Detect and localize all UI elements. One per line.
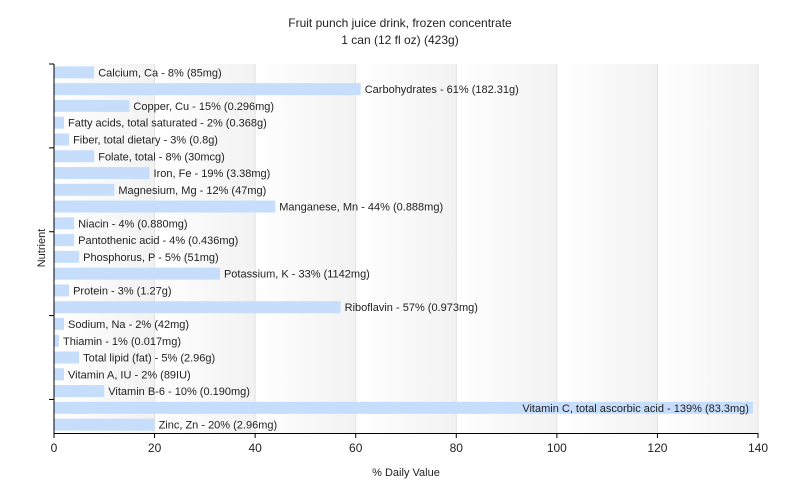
bar xyxy=(54,317,65,330)
bar xyxy=(54,183,115,196)
bar xyxy=(54,200,276,213)
bar-label: Fatty acids, total saturated - 2% (0.368… xyxy=(68,118,267,130)
plot-area xyxy=(54,64,758,433)
bar-label: Pantothenic acid - 4% (0.436mg) xyxy=(78,235,238,247)
bar-label: Vitamin A, IU - 2% (89IU) xyxy=(68,369,191,381)
bar-label: Riboflavin - 57% (0.973mg) xyxy=(345,302,478,314)
bar-label: Thiamin - 1% (0.017mg) xyxy=(63,336,181,348)
bar-label: Zinc, Zn - 20% (2.96mg) xyxy=(159,420,278,432)
y-axis-title: Nutrient xyxy=(36,229,48,268)
bar-label: Copper, Cu - 15% (0.296mg) xyxy=(133,101,274,113)
bar-label: Total lipid (fat) - 5% (2.96g) xyxy=(83,353,215,365)
bar xyxy=(54,385,105,398)
x-tick-label: 100 xyxy=(547,441,567,455)
plot-band xyxy=(556,64,658,433)
plot-band xyxy=(456,64,557,433)
bar-label: Carbohydrates - 61% (182.31g) xyxy=(365,84,519,96)
chart-subtitle: 1 can (12 fl oz) (423g) xyxy=(341,33,458,47)
plot-band xyxy=(54,64,155,433)
bar xyxy=(54,83,361,96)
chart-title: Fruit punch juice drink, frozen concentr… xyxy=(288,16,512,30)
plot-band xyxy=(657,64,758,433)
bar xyxy=(54,250,80,263)
bar-label: Vitamin C, total ascorbic acid - 139% (8… xyxy=(522,403,749,415)
plot-band xyxy=(255,64,356,433)
bar-label: Protein - 3% (1.27g) xyxy=(73,285,171,297)
bar-label: Manganese, Mn - 44% (0.888mg) xyxy=(279,202,443,214)
bar-label: Potassium, K - 33% (1142mg) xyxy=(224,269,370,281)
x-tick-label: 80 xyxy=(450,441,464,455)
bar-label: Iron, Fe - 19% (3.38mg) xyxy=(154,168,271,180)
x-axis-title: % Daily Value xyxy=(372,467,440,479)
bar xyxy=(54,267,220,280)
plot-band xyxy=(154,64,256,433)
bar-label: Phosphorus, P - 5% (51mg) xyxy=(83,252,219,264)
x-tick-label: 140 xyxy=(748,441,768,455)
bar xyxy=(54,116,65,129)
bar-label: Niacin - 4% (0.880mg) xyxy=(78,218,187,230)
x-tick-label: 60 xyxy=(349,441,363,455)
bar xyxy=(54,351,80,364)
bar-label: Calcium, Ca - 8% (85mg) xyxy=(98,67,221,79)
bar xyxy=(54,334,60,347)
bar-label: Folate, total - 8% (30mcg) xyxy=(98,151,225,163)
bar xyxy=(54,418,155,431)
bar xyxy=(54,368,65,381)
bars-group: Calcium, Ca - 8% (85mg) Carbohydrates - 6… xyxy=(54,66,753,432)
plot-band xyxy=(355,64,457,433)
bar-label: Magnesium, Mg - 12% (47mg) xyxy=(118,185,266,197)
bar xyxy=(54,150,95,163)
bar xyxy=(54,217,75,230)
x-tick-label: 20 xyxy=(148,441,162,455)
x-tick-label: 0 xyxy=(51,441,58,455)
x-tick-label: 120 xyxy=(647,441,667,455)
bar xyxy=(54,133,70,146)
bar xyxy=(54,66,95,79)
bar-label: Fiber, total dietary - 3% (0.8g) xyxy=(73,134,218,146)
bar xyxy=(54,167,150,180)
bar-label: Sodium, Na - 2% (42mg) xyxy=(68,319,189,331)
bar xyxy=(54,301,341,314)
bar xyxy=(54,284,70,297)
bar xyxy=(54,234,75,247)
x-tick-label: 40 xyxy=(248,441,262,455)
bar xyxy=(54,99,130,112)
axes-group: 0 20 40 60 80 100 120 140 xyxy=(49,63,768,455)
bar xyxy=(54,401,753,414)
bar-label: Vitamin B-6 - 10% (0.190mg) xyxy=(108,386,250,398)
grid-lines xyxy=(154,64,759,433)
